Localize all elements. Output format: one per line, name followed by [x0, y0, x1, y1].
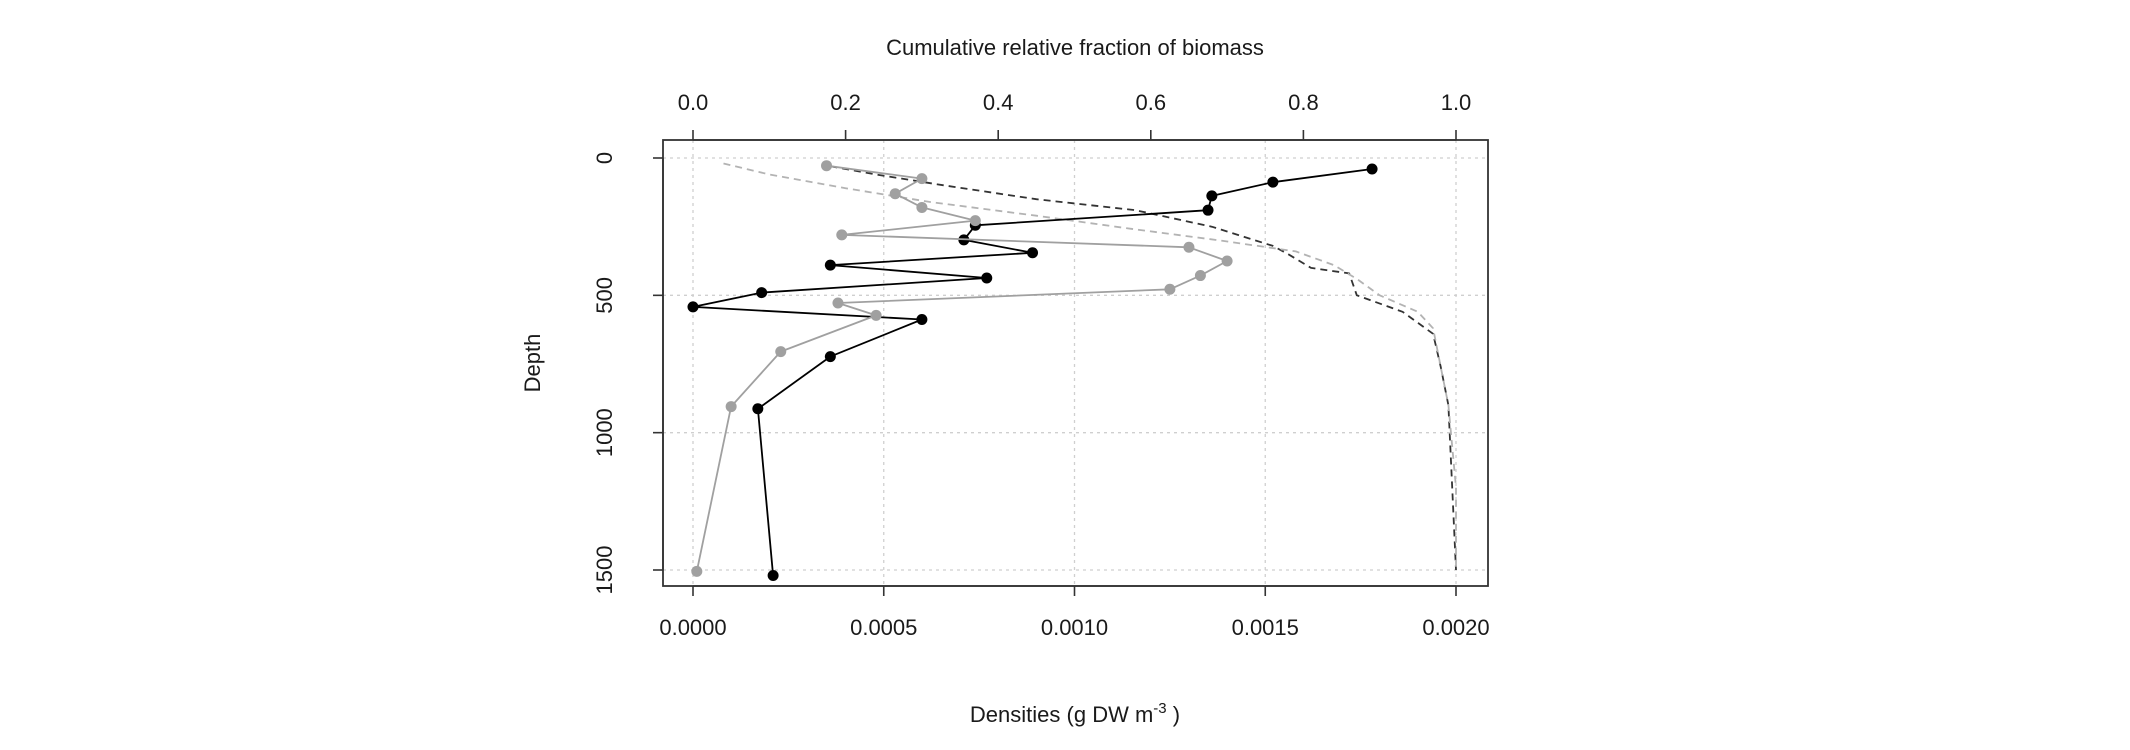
x-axis-title-exponent: -3: [1153, 700, 1166, 717]
series-1-point-8: [1194, 270, 1206, 282]
top-tick-label-1: 0.2: [830, 90, 861, 115]
series-0-point-3: [1202, 204, 1214, 216]
series-0-point-6: [1027, 247, 1039, 259]
left-tick-label-3: 1500: [592, 546, 617, 595]
series-1-point-7: [1221, 255, 1233, 267]
x-axis-title-main: Densities (g DW m: [970, 702, 1153, 727]
series-1-point-14: [691, 565, 703, 577]
series-1-line: [695, 164, 1228, 572]
series-1-point-9: [1164, 283, 1176, 295]
series-0-point-0: [1366, 163, 1378, 175]
x-axis-title: Densities (g DW m-3 ): [970, 700, 1180, 727]
series-1-point-1: [916, 173, 928, 185]
series-1-point-3: [916, 201, 928, 213]
series-layer: [687, 160, 1457, 581]
series-0-point-14: [767, 569, 779, 581]
series-0-point-9: [756, 287, 768, 299]
series-1-point-12: [775, 346, 787, 358]
series-0-point-7: [824, 259, 836, 271]
plot-frame: [662, 139, 1489, 587]
left-tick-label-1: 500: [592, 277, 617, 314]
series-1-point-6: [1183, 241, 1195, 253]
grid: [663, 140, 1488, 586]
series-1-point-10: [832, 297, 844, 309]
top-axis-title: Cumulative relative fraction of biomass: [886, 35, 1264, 60]
series-0-line: [692, 168, 1373, 576]
top-tick-label-4: 0.8: [1288, 90, 1319, 115]
top-tick-label-5: 1.0: [1441, 90, 1472, 115]
series-0-point-10: [687, 301, 699, 313]
series-1-point-13: [725, 401, 737, 413]
bottom-tick-label-2: 0.0010: [1041, 615, 1108, 640]
series-0-point-2: [1206, 190, 1218, 202]
series-0-point-11: [916, 314, 928, 326]
bottom-tick-label-1: 0.0005: [850, 615, 917, 640]
top-tick-label-3: 0.6: [1136, 90, 1167, 115]
axes: 0.0000 0.0005 0.0010 0.0015 0.0020 0.0 0.2 0.4 0…: [592, 90, 1490, 640]
bottom-tick-label-0: 0.0000: [659, 615, 726, 640]
series-1-point-11: [870, 309, 882, 321]
top-tick-label-2: 0.4: [983, 90, 1014, 115]
series-1-point-5: [836, 229, 848, 241]
y-axis-title: Depth: [520, 334, 545, 393]
left-tick-label-2: 1000: [592, 408, 617, 457]
series-0-point-8: [981, 272, 993, 284]
series-0-point-13: [752, 403, 764, 415]
series-2-line: [830, 165, 1457, 571]
series-1-point-0: [821, 160, 833, 172]
series-1-point-2: [889, 188, 901, 200]
bottom-tick-label-4: 0.0020: [1422, 615, 1489, 640]
series-3-line: [723, 162, 1457, 570]
x-axis-title-end: ): [1167, 702, 1180, 727]
series-1-point-4: [969, 215, 981, 227]
series-0-point-12: [824, 351, 836, 363]
top-tick-label-0: 0.0: [678, 90, 709, 115]
bottom-tick-label-3: 0.0015: [1232, 615, 1299, 640]
series-0-point-1: [1267, 176, 1279, 188]
left-tick-label-0: 0: [592, 152, 617, 164]
